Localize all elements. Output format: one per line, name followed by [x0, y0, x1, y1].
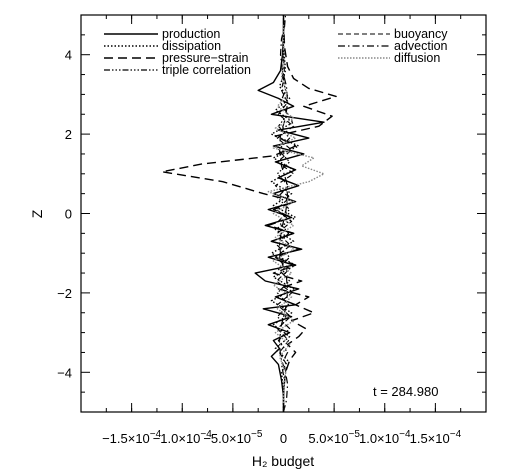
x-tick-label: −1.0×10−4 [153, 429, 213, 446]
series-pressure-strain [161, 15, 337, 412]
y-tick-label: 2 [65, 127, 72, 142]
x-tick-label: 5.0×10−5 [308, 429, 360, 446]
y-tick-label: −2 [57, 286, 72, 301]
x-tick-label: 1.5×10−4 [410, 429, 462, 446]
legend-label-pressure-strain: pressure−strain [162, 51, 249, 65]
x-tick-label: 1.0×10−4 [359, 429, 411, 446]
x-tick-label: −5.0×10−5 [203, 429, 263, 446]
series-advection [278, 15, 289, 412]
legend: productiondissipationpressure−straintrip… [104, 27, 448, 77]
ticks-layer [81, 15, 486, 412]
y-tick-label: −4 [57, 365, 72, 380]
y-tick-labels: −4 −2 0 2 4 [57, 48, 72, 381]
y-tick-label: 0 [65, 207, 72, 222]
legend-label-buoyancy: buoyancy [394, 27, 448, 41]
series-diffusion [267, 15, 325, 412]
legend-label-diffusion: diffusion [394, 51, 440, 65]
y-tick-label: 4 [65, 48, 72, 63]
series-layer [161, 15, 337, 412]
x-axis-label: H₂ budget [252, 453, 314, 469]
x-tick-labels: −1.5×10−4−1.0×10−4−5.0×10−5 0 5.0×10−5 1.0×… [102, 429, 462, 446]
legend-label-advection: advection [394, 39, 448, 53]
legend-label-dissipation: dissipation [162, 39, 221, 53]
time-annotation: t = 284.980 [373, 384, 438, 399]
y-axis-label: Z [29, 209, 45, 218]
x-tick-label: 0 [280, 431, 287, 446]
legend-label-production: production [162, 27, 220, 41]
legend-label-triple-correlation: triple correlation [162, 63, 251, 77]
x-tick-label: −1.5×10−4 [102, 429, 162, 446]
